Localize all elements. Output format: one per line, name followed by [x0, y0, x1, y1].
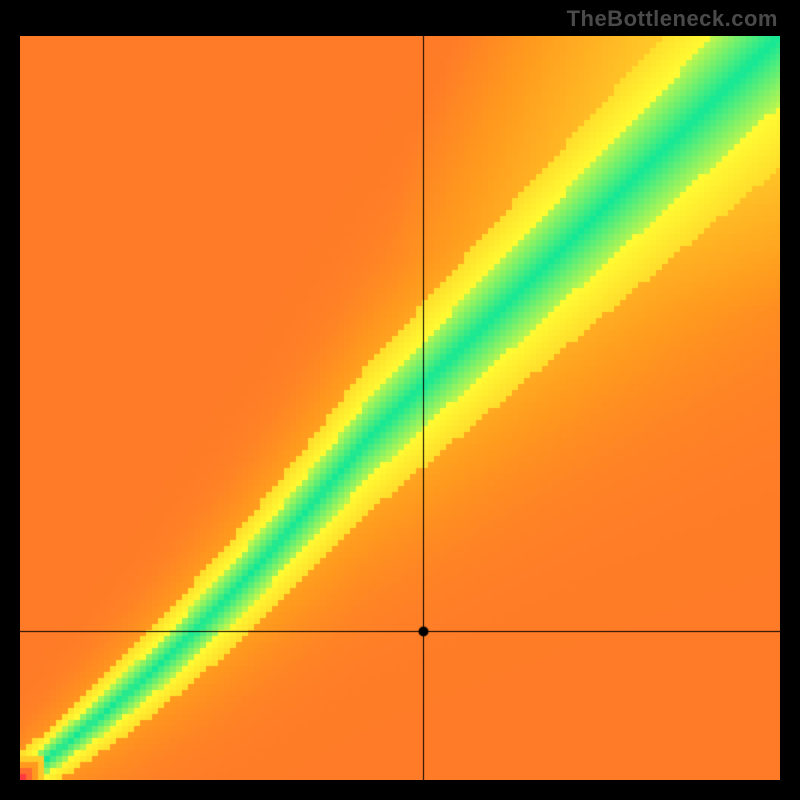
- watermark-text: TheBottleneck.com: [567, 6, 778, 32]
- heatmap-plot: [20, 36, 780, 780]
- heatmap-canvas: [20, 36, 780, 780]
- chart-container: TheBottleneck.com: [0, 0, 800, 800]
